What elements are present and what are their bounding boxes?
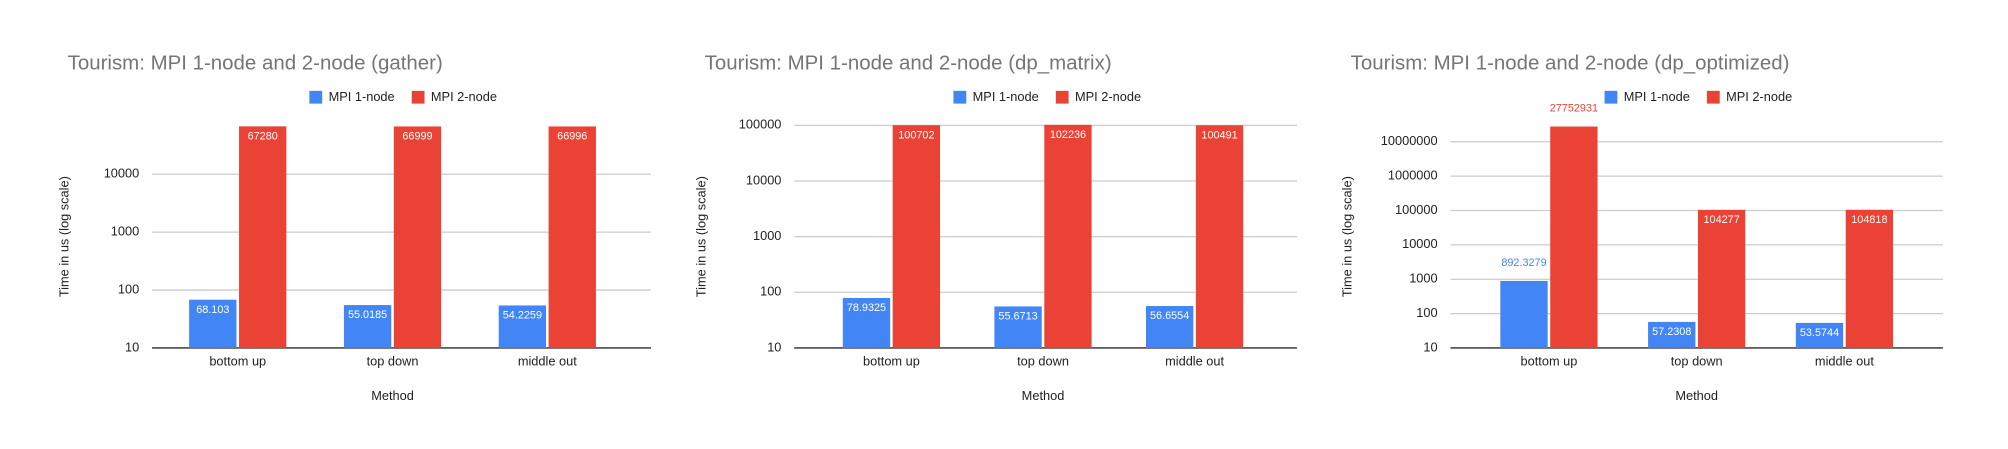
value-label: 78.9325: [847, 302, 886, 314]
value-label: 102236: [1050, 129, 1086, 141]
y-tick-label: 100: [118, 281, 139, 296]
chart: Tourism: MPI 1-node and 2-node (dp_matri…: [693, 51, 1297, 403]
value-label: 54.2259: [503, 310, 542, 322]
value-label: 100491: [1201, 129, 1237, 141]
y-tick-label: 10000000: [1381, 133, 1438, 148]
chart: Tourism: MPI 1-node and 2-node (dp_optim…: [1339, 51, 1943, 403]
y-tick-label: 10000: [104, 166, 140, 181]
y-tick-label: 1000: [1409, 271, 1437, 286]
bar: [842, 298, 891, 348]
y-tick-label: 100000: [739, 117, 782, 132]
bar: [1195, 125, 1244, 348]
legend-label: MPI 1-node: [329, 89, 395, 104]
x-tick-label: top down: [1017, 353, 1069, 368]
bar: [1044, 124, 1092, 348]
legend-swatch: [1604, 90, 1618, 104]
legend-label: MPI 2-node: [1726, 89, 1792, 104]
x-axis-title: Method: [1022, 388, 1065, 403]
y-tick-label: 1000: [753, 228, 781, 243]
value-label: 104277: [1704, 214, 1740, 226]
y-tick-label: 10000: [746, 172, 782, 187]
y-tick-label: 100: [760, 284, 781, 299]
x-tick-label: middle out: [1815, 353, 1874, 368]
y-axis-title: Time in us (log scale): [693, 176, 708, 297]
bar: [1697, 209, 1746, 348]
y-tick-label: 10: [767, 339, 781, 354]
y-tick-label: 100: [1416, 305, 1437, 320]
bar: [189, 299, 237, 348]
x-tick-label: bottom up: [863, 353, 920, 368]
x-tick-label: bottom up: [209, 353, 266, 368]
value-label: 892.3279: [1501, 257, 1546, 269]
x-tick-label: middle out: [518, 353, 577, 368]
value-label: 55.6713: [998, 311, 1037, 323]
value-label: 66996: [557, 131, 587, 143]
value-label: 53.5744: [1800, 327, 1839, 339]
y-tick-label: 10: [125, 339, 139, 354]
value-label: 104818: [1851, 214, 1887, 226]
bar: [1145, 306, 1194, 348]
bar: [498, 305, 547, 348]
x-tick-label: top down: [367, 353, 419, 368]
value-label: 67280: [248, 130, 278, 142]
legend-swatch: [1706, 90, 1720, 104]
chart-title: Tourism: MPI 1-node and 2-node (dp_optim…: [1351, 51, 1790, 74]
x-tick-label: top down: [1671, 353, 1723, 368]
value-label: 68.103: [196, 304, 229, 316]
bar: [1795, 322, 1844, 348]
x-tick-label: bottom up: [1521, 353, 1578, 368]
bar: [892, 125, 941, 348]
bar: [1550, 126, 1598, 348]
y-tick-label: 10: [1423, 339, 1437, 354]
legend-swatch: [1055, 90, 1069, 104]
legend-label: MPI 1-node: [973, 89, 1039, 104]
bar: [1500, 280, 1548, 348]
chart-title: Tourism: MPI 1-node and 2-node (gather): [68, 51, 443, 74]
y-tick-label: 10000: [1402, 236, 1438, 251]
bar: [1845, 209, 1894, 348]
value-label: 66999: [402, 131, 432, 143]
y-tick-label: 1000000: [1388, 167, 1438, 182]
chart: Tourism: MPI 1-node and 2-node (gather) M…: [56, 51, 651, 403]
value-label: 57.2308: [1652, 326, 1691, 338]
legend-label: MPI 1-node: [1624, 89, 1690, 104]
value-label: 100702: [898, 129, 934, 141]
bar: [343, 305, 392, 348]
bar: [1648, 321, 1696, 348]
y-tick-label: 100000: [1395, 202, 1438, 217]
bar: [239, 126, 287, 348]
legend-swatch: [953, 90, 967, 104]
x-tick-label: middle out: [1165, 353, 1224, 368]
legend-label: MPI 2-node: [1075, 89, 1141, 104]
legend-swatch: [411, 90, 425, 104]
value-label: 56.6554: [1150, 310, 1189, 322]
chart-title: Tourism: MPI 1-node and 2-node (dp_matri…: [705, 51, 1112, 74]
legend-label: MPI 2-node: [431, 89, 497, 104]
x-axis-title: Method: [1675, 388, 1718, 403]
y-axis-title: Time in us (log scale): [1339, 176, 1354, 297]
bar: [994, 306, 1042, 348]
bar: [393, 126, 442, 348]
value-label: 27752931: [1550, 102, 1598, 114]
y-axis-title: Time in us (log scale): [56, 176, 71, 297]
bar: [548, 126, 596, 348]
value-label: 55.0185: [348, 309, 387, 321]
y-tick-label: 1000: [111, 224, 139, 239]
legend-swatch: [309, 90, 323, 104]
x-axis-title: Method: [371, 388, 414, 403]
